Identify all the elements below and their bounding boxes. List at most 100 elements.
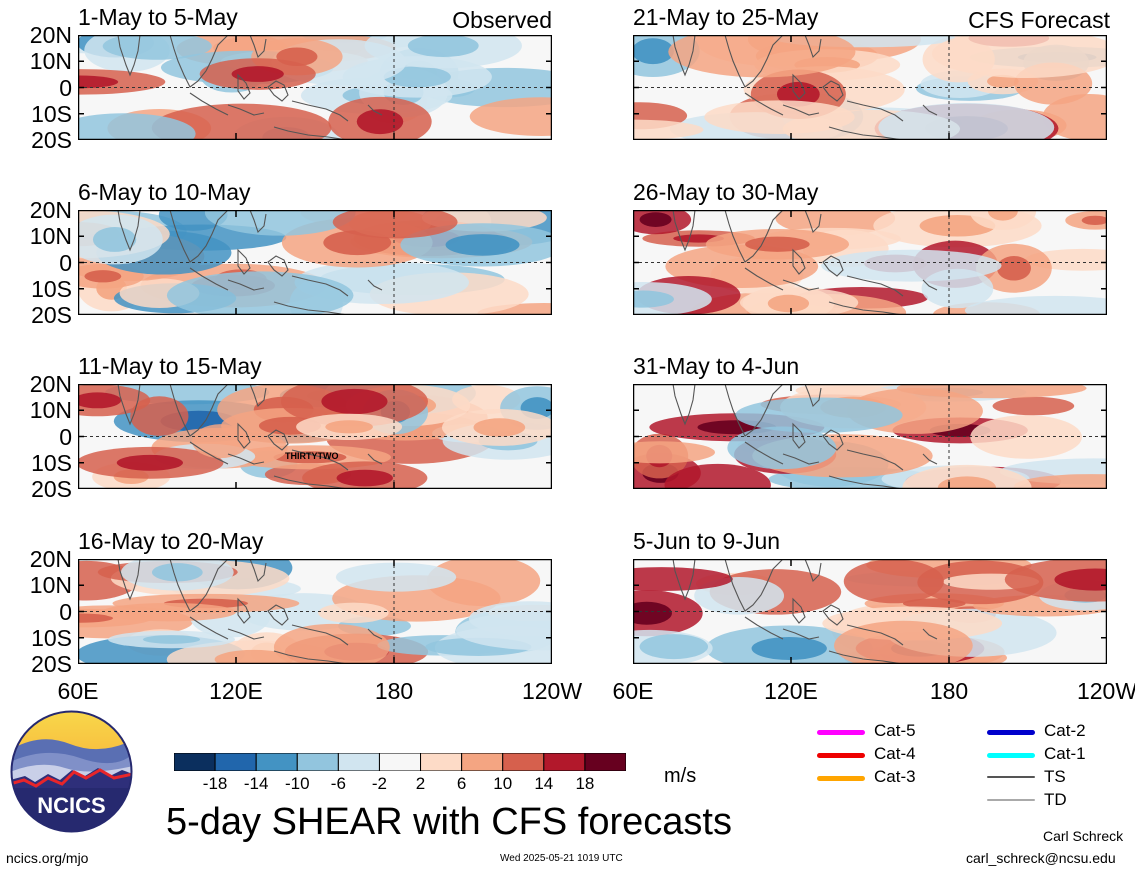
lat-label: 20S: [31, 476, 72, 502]
ncics-logo: NCICS: [10, 710, 133, 833]
legend-label: TD: [1044, 790, 1067, 809]
colorbar-swatch: [296, 753, 339, 771]
panel-title: 31-May to 4-Jun: [633, 353, 800, 379]
lat-label: 0: [59, 598, 72, 625]
legend-line: [817, 753, 865, 758]
map-panel: [0, 20, 614, 158]
colorbar-tick-label: 14: [534, 774, 554, 793]
shear-field: [604, 378, 1135, 511]
colorbar-tick-label: -14: [243, 774, 269, 793]
lat-label: 0: [59, 74, 72, 101]
lon-label: 120E: [764, 678, 818, 704]
colorbar-swatch: [543, 753, 586, 771]
colorbar-tick-label: 6: [456, 774, 467, 793]
colorbar-swatches: [174, 753, 626, 771]
colorbar-swatch: [255, 753, 298, 771]
colorbar-tick-label: 18: [575, 774, 595, 793]
lon-label: 180: [374, 678, 414, 704]
shear-field: [0, 189, 611, 328]
lon-label: 120E: [209, 678, 263, 704]
colorbar-swatch: [378, 753, 422, 771]
shear-field: THIRTYTWO: [44, 370, 575, 495]
legend-line: [987, 799, 1035, 801]
lat-label: 10N: [29, 572, 72, 599]
map-panel: THIRTYTWO: [44, 370, 575, 495]
lon-label: 120W: [521, 678, 583, 704]
colorbar-swatch: [174, 753, 216, 771]
shear-field: [8, 546, 633, 679]
lon-label: 180: [929, 678, 969, 704]
panel-title: 26-May to 30-May: [633, 179, 819, 205]
legend-label: TS: [1044, 767, 1066, 786]
lat-label: 10S: [31, 275, 72, 302]
lat-label: 20N: [29, 546, 72, 572]
logo-text: NCICS: [37, 793, 105, 818]
lat-label: 20S: [31, 651, 72, 677]
colorbar-swatch: [337, 753, 380, 771]
colorbar-tick-label: 2: [415, 774, 426, 793]
map-panel: [8, 546, 633, 679]
lon-label: 120W: [1076, 678, 1135, 704]
legend-label: Cat-2: [1044, 721, 1086, 740]
author-label: Carl Schreck: [1043, 828, 1124, 844]
legend-line: [817, 730, 865, 735]
website-label: ncics.org/mjo: [6, 850, 89, 866]
lat-label: 20N: [29, 22, 72, 48]
colorbar-tick-label: 10: [493, 774, 513, 793]
lon-label: 60E: [612, 678, 654, 704]
panel-title: 6-May to 10-May: [78, 179, 251, 205]
colorbar-tick-label: -6: [330, 774, 346, 793]
lat-label: 10N: [29, 223, 72, 250]
legend-line: [817, 776, 865, 781]
lat-label: 0: [59, 423, 72, 450]
colorbar-swatch: [502, 753, 545, 771]
panel-title: 1-May to 5-May: [78, 4, 238, 30]
lat-label: 0: [59, 249, 72, 276]
lat-label: 20N: [29, 371, 72, 397]
colorbar-tick-label: -2: [371, 774, 388, 793]
legend-line: [987, 730, 1035, 735]
shear-field: [573, 192, 1135, 336]
legend-label: Cat-1: [1044, 744, 1086, 763]
panel-tag: Observed: [452, 7, 552, 33]
map-panel: [573, 192, 1135, 336]
lat-label: 10S: [31, 100, 72, 127]
lat-label: 20N: [29, 197, 72, 223]
lat-label: 10S: [31, 449, 72, 476]
legend-line: [987, 753, 1035, 758]
colorbar-tick-label: -10: [284, 774, 310, 793]
panel-title: 16-May to 20-May: [78, 528, 264, 554]
lat-label: 20S: [31, 302, 72, 328]
panel-title: 5-Jun to 9-Jun: [633, 528, 781, 554]
main-title: 5-day SHEAR with CFS forecasts: [166, 801, 732, 843]
lat-label: 10S: [31, 624, 72, 651]
storm-name-label: THIRTYTWO: [285, 451, 339, 461]
shear-field: [564, 15, 1135, 154]
legend-label: Cat-5: [874, 721, 916, 740]
legend-label: Cat-4: [874, 744, 916, 763]
panel-title: 11-May to 15-May: [78, 353, 262, 379]
timestamp-label: Wed 2025-05-21 1019 UTC: [500, 853, 623, 864]
lon-label: 60E: [57, 678, 99, 704]
legend-label: Cat-3: [874, 767, 916, 786]
map-panel: [0, 189, 611, 328]
lat-label: 10N: [29, 397, 72, 424]
map-panel: [564, 15, 1135, 154]
map-panel: [586, 551, 1135, 672]
colorbar-swatch: [584, 753, 626, 771]
lat-label: 10N: [29, 48, 72, 75]
legend-line: [987, 776, 1035, 778]
email-label: carl_schreck@ncsu.edu: [966, 850, 1116, 866]
colorbar: [174, 753, 626, 771]
panel-tag: CFS Forecast: [968, 7, 1110, 33]
panel-title: 21-May to 25-May: [633, 4, 819, 30]
shear-field: [586, 551, 1135, 672]
colorbar-tick-label: -18: [202, 774, 228, 793]
map-panel: [604, 378, 1135, 511]
colorbar-swatch: [420, 753, 463, 771]
colorbar-units: m/s: [664, 765, 697, 787]
colorbar-swatch: [461, 753, 504, 771]
lat-label: 20S: [31, 127, 72, 153]
shear-field: [0, 20, 614, 158]
colorbar-swatch: [214, 753, 257, 771]
